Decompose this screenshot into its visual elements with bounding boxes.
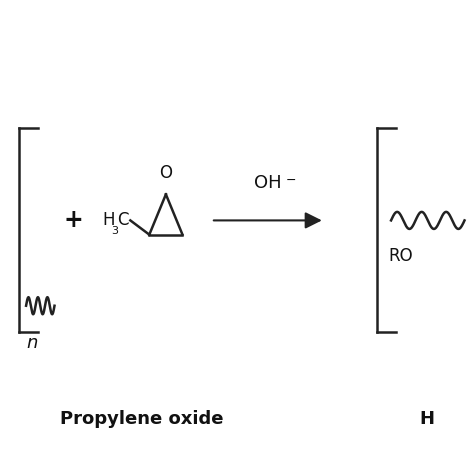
Text: n: n bbox=[26, 334, 37, 352]
Text: H: H bbox=[419, 410, 434, 428]
Text: 3: 3 bbox=[111, 226, 118, 236]
Text: H: H bbox=[102, 211, 114, 229]
Text: +: + bbox=[64, 209, 83, 232]
Text: RO: RO bbox=[389, 247, 413, 265]
Text: O: O bbox=[159, 164, 173, 182]
Text: OH: OH bbox=[254, 174, 282, 192]
Text: −: − bbox=[286, 174, 296, 187]
Text: C: C bbox=[118, 211, 129, 229]
Text: Propylene oxide: Propylene oxide bbox=[61, 410, 224, 428]
